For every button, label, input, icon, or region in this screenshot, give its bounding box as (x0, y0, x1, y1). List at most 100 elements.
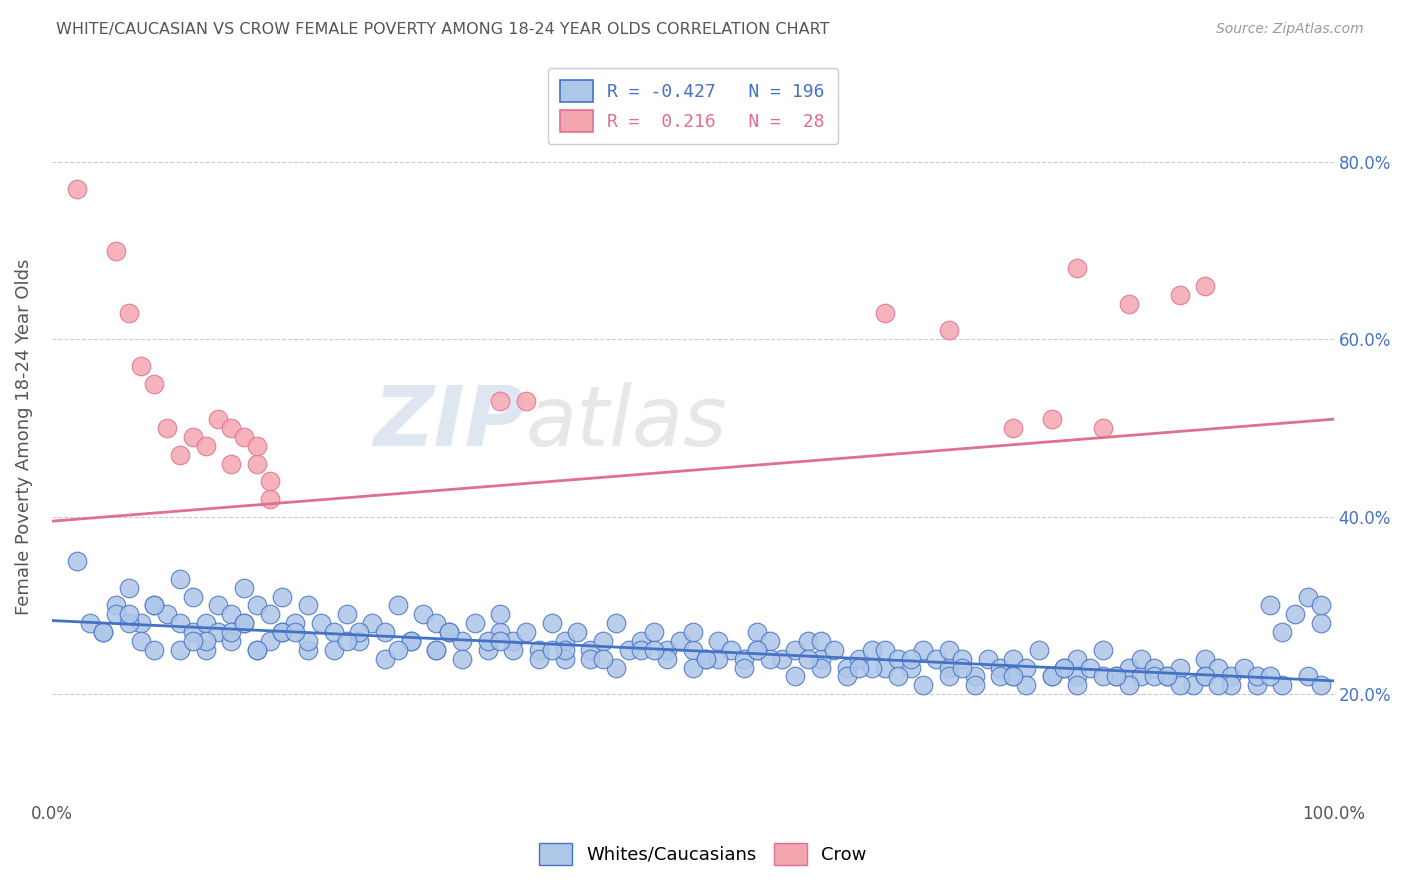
Point (1258, 669, 1281, 683)
Point (207, 625, 229, 640)
Point (579, 642, 602, 657)
Point (259, 475, 281, 489)
Point (489, 625, 512, 640)
Point (169, 572, 191, 586)
Point (489, 607, 512, 622)
Point (733, 660, 755, 674)
Point (1066, 651, 1088, 665)
Point (733, 651, 755, 665)
Point (181, 590, 204, 604)
Legend: Whites/Caucasians, Crow: Whites/Caucasians, Crow (530, 834, 876, 874)
Point (1168, 678, 1191, 692)
Point (1130, 651, 1153, 665)
Point (988, 660, 1011, 674)
Text: ZIP: ZIP (374, 382, 526, 463)
Point (785, 642, 807, 657)
Point (219, 607, 242, 622)
Point (79, 616, 101, 631)
Point (1220, 678, 1243, 692)
Point (1053, 660, 1076, 674)
Point (592, 634, 614, 648)
Point (246, 457, 269, 471)
Point (271, 590, 294, 604)
Point (233, 581, 256, 595)
Point (233, 616, 256, 631)
Point (912, 642, 935, 657)
Point (1118, 297, 1140, 311)
Point (219, 421, 242, 435)
Point (527, 651, 550, 665)
Point (489, 394, 512, 409)
Point (361, 616, 384, 631)
Point (464, 616, 486, 631)
Point (695, 651, 717, 665)
Point (1168, 660, 1191, 674)
Point (219, 634, 242, 648)
Point (91, 625, 114, 640)
Point (207, 412, 229, 426)
Point (873, 642, 896, 657)
Point (745, 642, 768, 657)
Point (938, 669, 960, 683)
Point (1015, 678, 1038, 692)
Point (938, 642, 960, 657)
Point (1002, 669, 1025, 683)
Point (399, 634, 422, 648)
Point (938, 323, 960, 337)
Point (374, 651, 396, 665)
Point (925, 651, 948, 665)
Point (605, 616, 627, 631)
Point (322, 642, 344, 657)
Point (233, 616, 256, 631)
Point (66, 554, 89, 568)
Point (156, 421, 179, 435)
Point (553, 651, 575, 665)
Point (246, 642, 269, 657)
Point (259, 634, 281, 648)
Point (682, 625, 704, 640)
Point (349, 625, 371, 640)
Point (451, 651, 474, 665)
Point (695, 651, 717, 665)
Point (669, 634, 692, 648)
Point (567, 625, 589, 640)
Point (617, 642, 640, 657)
Point (143, 642, 166, 657)
Point (143, 376, 166, 391)
Point (1271, 625, 1294, 640)
Point (1233, 660, 1256, 674)
Point (181, 625, 204, 640)
Point (1284, 607, 1306, 622)
Point (770, 651, 793, 665)
Point (976, 651, 998, 665)
Point (797, 651, 820, 665)
Point (1309, 616, 1331, 631)
Point (1143, 669, 1166, 683)
Point (1258, 599, 1281, 613)
Point (540, 642, 562, 657)
Point (297, 642, 319, 657)
Point (1066, 261, 1088, 276)
Point (322, 625, 344, 640)
Point (1246, 678, 1268, 692)
Point (1181, 678, 1204, 692)
Point (66, 181, 89, 195)
Point (643, 642, 665, 657)
Point (104, 607, 127, 622)
Point (707, 651, 730, 665)
Point (1040, 669, 1063, 683)
Point (259, 607, 281, 622)
Point (912, 678, 935, 692)
Point (118, 607, 141, 622)
Point (938, 660, 960, 674)
Point (1130, 669, 1153, 683)
Point (271, 625, 294, 640)
Point (259, 491, 281, 506)
Point (1296, 669, 1319, 683)
Point (284, 616, 307, 631)
Point (1002, 651, 1025, 665)
Point (1028, 642, 1050, 657)
Point (271, 625, 294, 640)
Point (425, 642, 447, 657)
Point (437, 625, 460, 640)
